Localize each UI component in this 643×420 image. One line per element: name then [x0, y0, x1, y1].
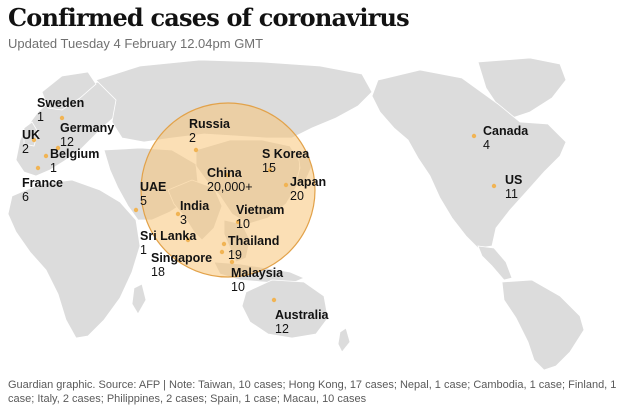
label-malaysia: Malaysia	[231, 266, 284, 280]
land-madagascar	[131, 283, 147, 315]
land-australia	[241, 279, 329, 339]
count-france: 6	[22, 190, 29, 204]
label-singapore: Singapore	[151, 251, 212, 265]
count-japan: 20	[290, 189, 304, 203]
label-china: China	[207, 166, 243, 180]
count-singapore: 18	[151, 265, 165, 279]
land-russia	[95, 59, 373, 143]
source-note: Guardian graphic. Source: AFP | Note: Ta…	[8, 379, 617, 405]
marker-canada	[471, 133, 477, 139]
count-thailand: 19	[228, 248, 242, 262]
label-sri-lanka: Sri Lanka	[140, 229, 197, 243]
label-vietnam: Vietnam	[236, 203, 284, 217]
marker-singapore	[219, 249, 225, 255]
count-malaysia: 10	[231, 280, 245, 294]
label-belgium: Belgium	[50, 147, 99, 161]
labels-layer: Sweden1UK2Germany12Belgium1France6Russia…	[22, 96, 529, 336]
land-scandinavia	[41, 71, 97, 111]
marker-germany	[55, 145, 61, 151]
marker-uae	[133, 207, 139, 213]
land-central-america	[477, 245, 513, 281]
label-uk: UK	[22, 128, 40, 142]
marker-thailand	[221, 241, 227, 247]
label-japan: Japan	[290, 175, 326, 189]
marker-australia	[271, 297, 277, 303]
land-africa	[7, 179, 141, 339]
marker-japan	[283, 182, 289, 188]
count-germany: 12	[60, 135, 74, 149]
count-us: 11	[505, 187, 518, 201]
land-greenland	[477, 57, 567, 119]
marker-sri-lanka	[185, 237, 191, 243]
label-india: India	[180, 199, 210, 213]
marker-s-korea	[267, 167, 273, 173]
count-sri-lanka: 1	[140, 243, 147, 257]
count-uk: 2	[22, 142, 29, 156]
bubbles-layer	[31, 102, 497, 303]
count-india: 3	[180, 213, 187, 227]
marker-sweden	[59, 115, 65, 121]
label-us: US	[505, 173, 522, 187]
marker-vietnam	[235, 219, 241, 225]
count-australia: 12	[275, 322, 289, 336]
label-australia: Australia	[275, 308, 330, 322]
label-canada: Canada	[483, 124, 529, 138]
chart-title: Confirmed cases of coronavirus	[8, 3, 410, 32]
marker-malaysia	[229, 259, 235, 265]
label-france: France	[22, 176, 63, 190]
land-new-zealand	[337, 327, 351, 353]
count-belgium: 1	[50, 161, 57, 175]
label-thailand: Thailand	[228, 234, 279, 248]
land-south-america	[501, 279, 585, 371]
marker-france	[35, 165, 41, 171]
count-sweden: 1	[37, 110, 44, 124]
count-russia: 2	[189, 131, 196, 145]
marker-us	[491, 183, 497, 189]
bubble-china	[140, 102, 316, 278]
label-germany: Germany	[60, 121, 114, 135]
count-china: 20,000+	[207, 180, 253, 194]
marker-belgium	[43, 153, 49, 159]
marker-china	[225, 172, 231, 178]
count-uae: 5	[140, 194, 147, 208]
count-s-korea: 15	[262, 161, 276, 175]
marker-uk	[31, 137, 37, 143]
marker-india	[175, 211, 181, 217]
label-russia: Russia	[189, 117, 231, 131]
count-vietnam: 10	[236, 217, 250, 231]
label-uae: UAE	[140, 180, 166, 194]
update-timestamp: Updated Tuesday 4 February 12.04pm GMT	[8, 36, 264, 51]
label-sweden: Sweden	[37, 96, 84, 110]
count-canada: 4	[483, 138, 490, 152]
marker-russia	[193, 147, 199, 153]
land-north-america	[371, 69, 567, 249]
label-s-korea: S Korea	[262, 147, 310, 161]
